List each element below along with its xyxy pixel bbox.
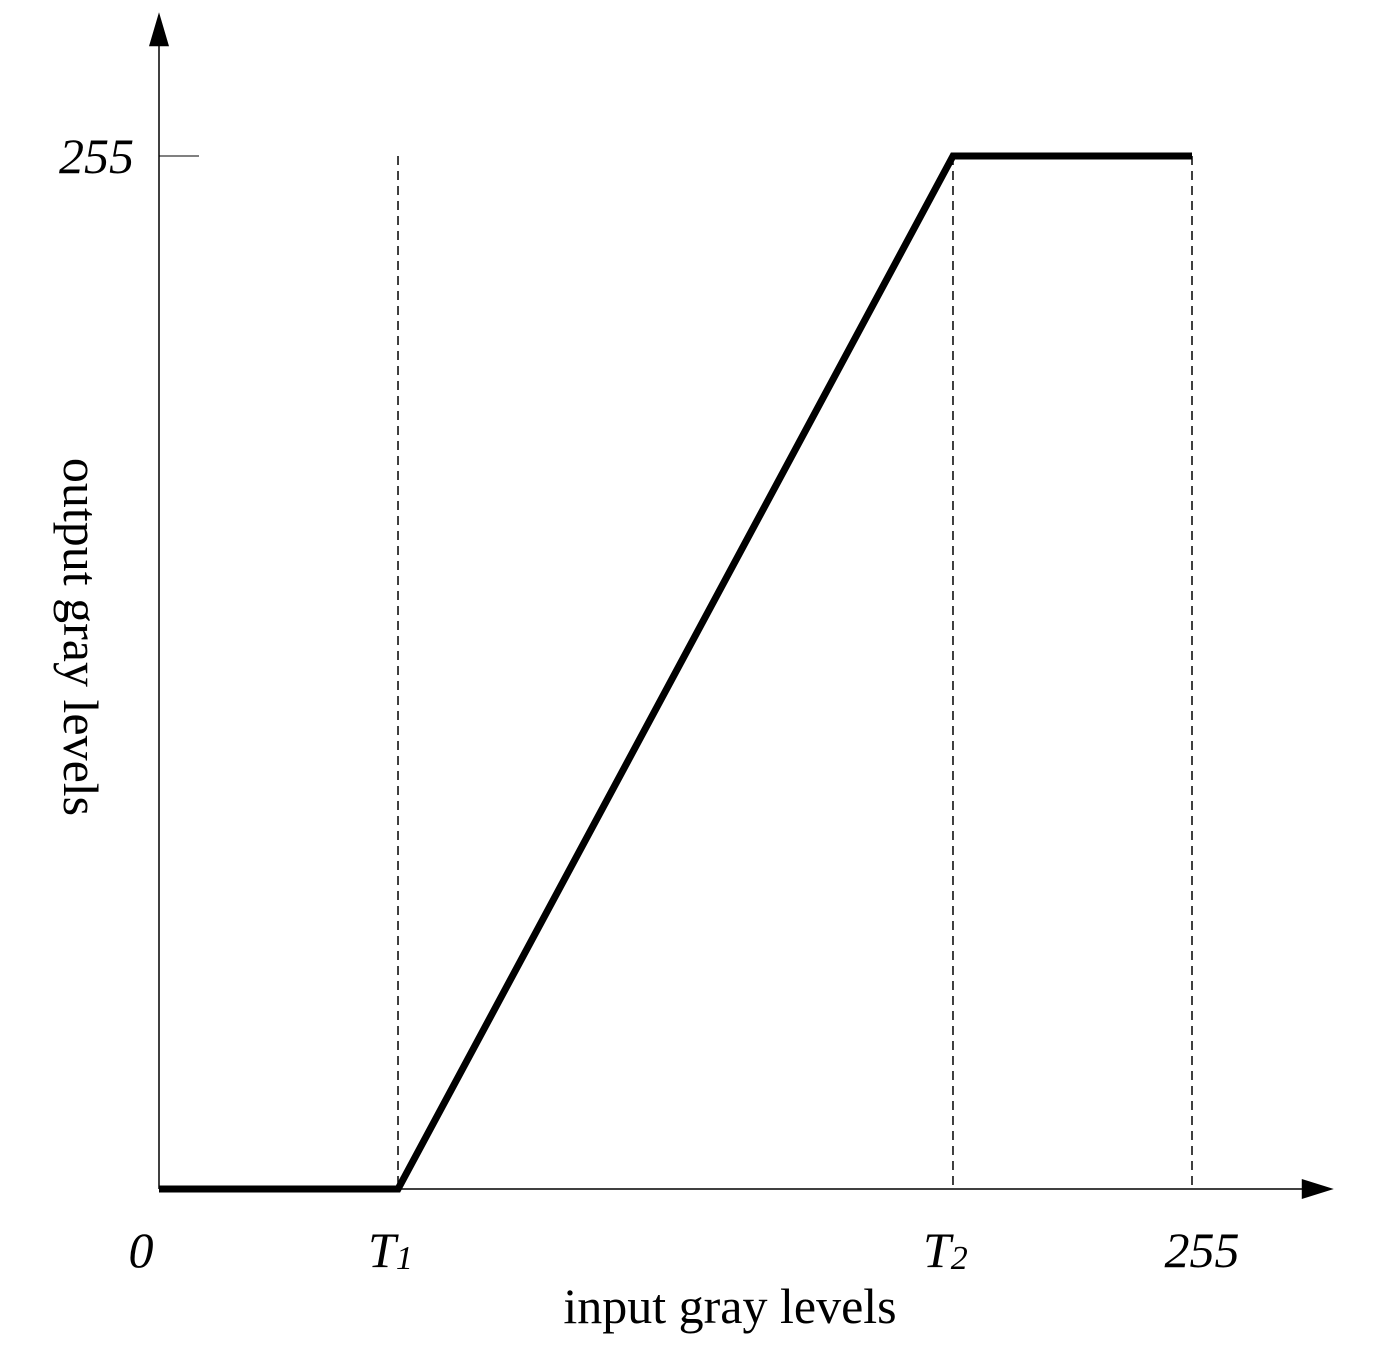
axes <box>149 12 1334 1199</box>
transfer-function-line <box>159 152 1192 1193</box>
x-tick-subscript: 2 <box>951 1240 968 1277</box>
x-tick-subscript: 1 <box>396 1240 413 1277</box>
y-axis-label: output gray levels <box>53 458 109 816</box>
reference-lines <box>397 156 1193 1189</box>
x-axis-label: input gray levels <box>563 1278 896 1334</box>
x-tick-label: 255 <box>1165 1222 1240 1278</box>
y-axis-arrow <box>149 12 169 47</box>
x-tick-label: T1 <box>368 1222 413 1278</box>
x-tick-label: 0 <box>129 1222 154 1278</box>
series <box>159 152 1192 1193</box>
x-tick-label: T2 <box>923 1222 968 1278</box>
x-axis-arrow <box>1301 1179 1334 1199</box>
y-tick-label: 255 <box>59 128 134 184</box>
tick-labels: 0 T1 T2 255 255 <box>59 128 1240 1278</box>
